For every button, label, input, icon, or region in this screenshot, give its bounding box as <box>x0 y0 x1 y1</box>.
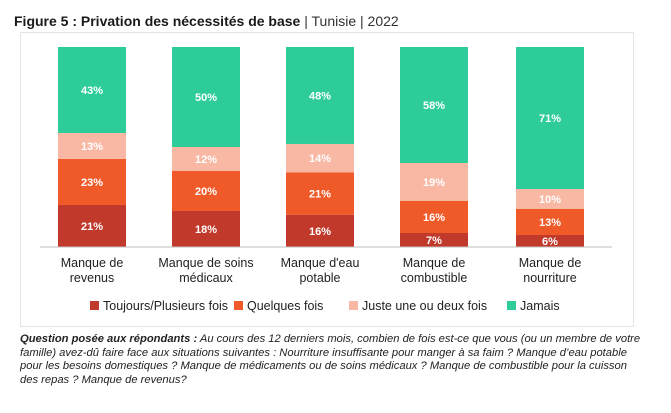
bar-segment <box>286 172 354 215</box>
data-label: 7% <box>426 235 442 247</box>
legend-swatch <box>90 301 99 310</box>
legend-swatch <box>234 301 243 310</box>
bar-segment <box>516 47 584 189</box>
data-label: 13% <box>81 141 103 153</box>
data-label: 16% <box>309 226 331 238</box>
category-label: Manque d'eau <box>281 256 360 270</box>
data-label: 43% <box>81 85 103 97</box>
figure-title: Figure 5 : Privation des nécessités de b… <box>14 13 399 29</box>
bar-segment <box>516 189 584 209</box>
legend-swatch <box>349 301 358 310</box>
category-label: Manque de <box>403 256 466 270</box>
chart-panel <box>20 32 634 327</box>
bar-segment <box>58 47 126 133</box>
data-label: 14% <box>309 153 331 165</box>
bar-segment <box>400 233 468 247</box>
bar-segment <box>286 143 354 173</box>
category-label: revenus <box>70 271 114 285</box>
category-label: médicaux <box>179 271 233 285</box>
bar-segment <box>400 47 468 163</box>
legend-swatch <box>507 301 516 310</box>
figure-title-subtitle: | Tunisie | 2022 <box>304 13 399 29</box>
data-label: 13% <box>539 217 561 229</box>
bar-segment <box>286 214 354 247</box>
category-label: Manque de <box>519 256 582 270</box>
data-label: 48% <box>309 90 331 102</box>
bars-layer: 21% 23% 13% 43% 18% 20% 12% 50% 16% 21% 14% 48% 7% 16… <box>58 47 584 248</box>
category-label: Manque de soins <box>158 256 253 270</box>
data-label: 6% <box>542 236 558 248</box>
category-label: combustible <box>401 271 468 285</box>
category-label: Manque de <box>61 256 124 270</box>
data-label: 50% <box>195 92 217 104</box>
data-label: 23% <box>81 177 103 189</box>
bar-segment <box>172 147 240 171</box>
data-label: 20% <box>195 186 217 198</box>
legend-label: Jamais <box>520 299 560 313</box>
legend-label: Toujours/Plusieurs fois <box>103 299 228 313</box>
bar-segment <box>400 201 468 233</box>
data-label: 18% <box>195 224 217 236</box>
legend-label: Juste une ou deux fois <box>362 299 487 313</box>
category-label: potable <box>299 271 340 285</box>
data-label: 16% <box>423 212 445 224</box>
data-label: 12% <box>195 154 217 166</box>
bar-segment <box>172 171 240 211</box>
legend-label: Quelques fois <box>247 299 323 313</box>
bar-segment <box>516 235 584 247</box>
bar-segment <box>58 159 126 205</box>
category-label: nourriture <box>523 271 577 285</box>
bar-segment <box>172 47 240 147</box>
bar-segment <box>172 211 240 247</box>
legend: Toujours/Plusieurs fois Quelques fois Just… <box>90 299 560 313</box>
question-label: Question posée aux répondants : <box>20 333 198 345</box>
figure-title-main: Figure 5 : Privation des nécessités de b… <box>14 13 301 29</box>
data-label: 10% <box>539 194 561 206</box>
bar-segment <box>516 209 584 235</box>
question-text: Au cours des 12 derniers mois, combien d… <box>20 333 641 386</box>
data-label: 21% <box>81 221 103 233</box>
bar-segment <box>58 133 126 159</box>
bar-segment <box>400 163 468 201</box>
bar-segment <box>58 205 126 247</box>
question-note: Question posée aux répondants : Au cours… <box>20 333 642 387</box>
bar-segment <box>286 47 354 144</box>
data-label: 19% <box>423 177 445 189</box>
data-label: 21% <box>309 188 331 200</box>
data-label: 58% <box>423 100 445 112</box>
stacked-bar-chart: 21% 23% 13% 43% 18% 20% 12% 50% 16% 21% 14% 48% 7% 16… <box>40 47 612 313</box>
data-label: 71% <box>539 113 561 125</box>
